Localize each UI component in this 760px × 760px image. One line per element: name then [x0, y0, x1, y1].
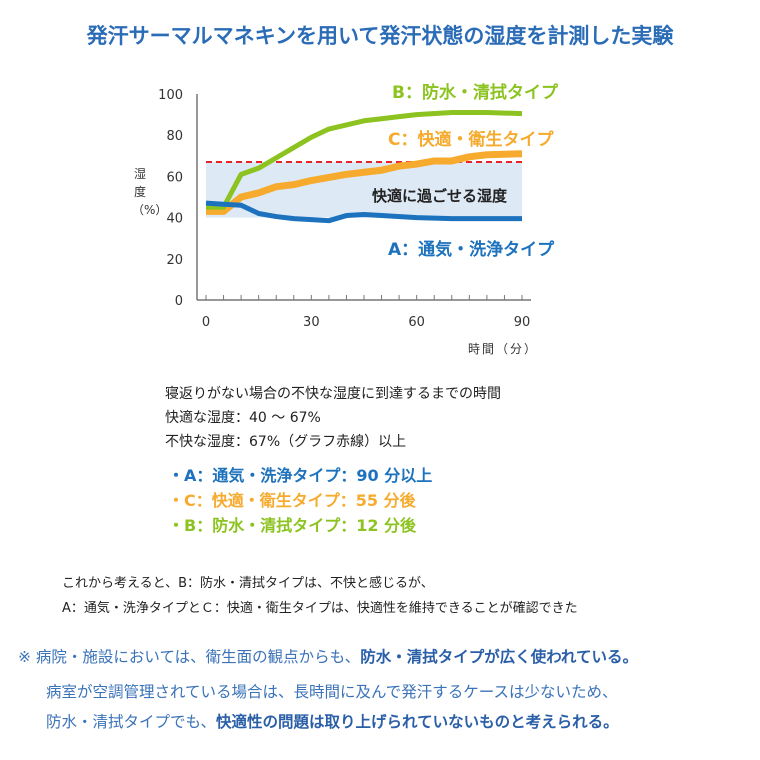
x-tick-label: 30 [303, 315, 320, 330]
comfort-range: 快適な湿度：40 ～ 67% [165, 410, 321, 426]
conclusion-1: これから考えると、B：防水・清拭タイプは、不快と感じるが、 [62, 576, 434, 591]
y-tick-label: 0 [175, 294, 183, 309]
note-3: 防水・清拭タイプでも、快適性の問題は取り上げられていないものと考えられる。 [46, 713, 619, 731]
y-tick-label: 60 [166, 170, 183, 185]
legend-b: B：防水・清拭タイプ [392, 83, 558, 103]
series-line-a [205, 200, 522, 224]
y-tick-label: 80 [166, 129, 183, 144]
note-2: 病室が空調管理されている場合は、長時間に及んで発汗するケースは少ないため、 [46, 683, 618, 701]
y-tick-label: 40 [166, 212, 183, 227]
y-axis-label: 湿度（%） [132, 167, 168, 217]
series-line-c [206, 150, 523, 215]
summary-heading: 寝返りがない場合の不快な湿度に到達するまでの時間 [165, 386, 501, 402]
result-b: ・B：防水・清拭タイプ：12 分後 [168, 516, 417, 535]
comfort-band-label: 快適に過ごせる湿度 [372, 187, 508, 205]
page-title: 発汗サーマルマネキンを用いて発汗状態の湿度を計測した実験 [86, 24, 674, 48]
conclusion-2: A：通気・洗浄タイプとＣ：快適・衛生タイプは、快適性を維持できることが確認できた [62, 601, 578, 616]
humidity-chart: 0 20 40 60 80 100 0 30 60 90 [158, 88, 531, 330]
x-axis-label: 時間（分） [468, 342, 539, 356]
y-tick-label: 20 [166, 253, 183, 268]
legend-a: A：通気・洗浄タイプ [388, 240, 555, 260]
x-tick-label: 0 [202, 315, 210, 330]
result-a: ・A：通気・洗浄タイプ：90 分以上 [168, 466, 433, 485]
x-tick-label: 60 [408, 315, 425, 330]
y-tick-label: 100 [158, 88, 183, 103]
series-line-b [206, 110, 523, 210]
discomfort-range: 不快な湿度：67%（グラフ赤線）以上 [165, 434, 407, 450]
result-c: ・C：快適・衛生タイプ：55 分後 [168, 491, 416, 510]
legend-c: C：快適・衛生タイプ [388, 130, 554, 150]
x-tick-label: 90 [514, 315, 531, 330]
note-1: ※ 病院・施設においては、衛生面の観点からも、防水・清拭タイプが広く使われている… [18, 648, 638, 666]
